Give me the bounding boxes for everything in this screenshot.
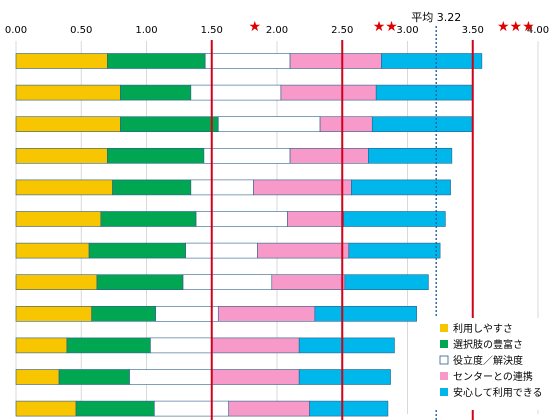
bar-segment — [91, 305, 156, 322]
x-tick-label: 4.00 — [527, 25, 549, 36]
bar-segment — [343, 211, 446, 227]
x-tick-label: 0.00 — [5, 25, 27, 36]
bar-segment — [15, 400, 77, 417]
bar-segment — [375, 84, 474, 101]
x-tick-label: 3.50 — [462, 25, 484, 36]
bar-segment — [129, 369, 213, 385]
bar-segment — [217, 116, 321, 132]
bar-segment — [253, 179, 352, 196]
bar-segment — [319, 116, 373, 132]
bar-segment — [154, 400, 230, 417]
legend-label: センターとの連携 — [453, 370, 533, 383]
bar-segment — [381, 53, 483, 69]
x-tick-label: 1.50 — [201, 25, 223, 36]
bar-segment — [96, 274, 184, 291]
bar-segment — [15, 53, 108, 69]
bar-segment — [217, 305, 316, 322]
bar-segment — [120, 84, 192, 101]
bar-segment — [150, 337, 213, 354]
bar-segment — [155, 305, 219, 322]
bar-segment — [257, 242, 350, 259]
legend-label: 安心して利用できる — [453, 386, 543, 399]
bar-segment — [289, 53, 382, 69]
bar-segment — [271, 274, 346, 291]
star-rating-marker: ★ — [249, 19, 262, 35]
bar-segment — [298, 337, 395, 354]
bar-segment — [88, 242, 186, 259]
x-tick-label: 0.50 — [70, 25, 92, 36]
bar-segment — [344, 274, 429, 291]
bar-segment — [204, 53, 291, 69]
bar-segment — [190, 84, 282, 101]
bar-segment — [15, 337, 68, 354]
x-tick-label: 1.00 — [135, 25, 157, 36]
bar-segment — [107, 148, 205, 164]
bar-segment — [75, 400, 155, 417]
bar-segment — [190, 179, 254, 196]
bar-segment — [195, 211, 288, 227]
bar-segment — [287, 211, 344, 227]
bar-segment — [15, 148, 108, 164]
legend — [432, 318, 546, 410]
bar-segment — [58, 369, 130, 385]
bar-segment — [15, 274, 98, 291]
bar-segment — [368, 148, 453, 164]
bar-segment — [100, 211, 197, 227]
bar-segment — [107, 53, 206, 69]
bar-segment — [371, 116, 474, 132]
star-rating-marker: ★★★ — [497, 19, 535, 35]
bar-segment — [120, 116, 219, 132]
bar-segment — [351, 179, 451, 196]
legend-label: 役立度／解決度 — [453, 354, 523, 367]
bar-segment — [211, 369, 300, 385]
star-rating-marker: ★★ — [373, 19, 398, 35]
bar-segment — [309, 400, 389, 417]
bar-segment — [182, 274, 273, 291]
legend-swatch — [440, 372, 448, 380]
bar-segment — [348, 242, 441, 259]
bar-segment — [203, 148, 291, 164]
bar-segment — [15, 305, 92, 322]
average-label: 平均 3.22 — [411, 11, 461, 24]
bar-segment — [211, 337, 300, 354]
bar-segment — [289, 148, 369, 164]
bar-segment — [112, 179, 192, 196]
x-tick-label: 2.50 — [331, 25, 353, 36]
bar-segment — [298, 369, 391, 385]
legend-swatch — [440, 340, 448, 348]
legend-swatch — [439, 355, 449, 365]
legend-label: 利用しやすさ — [453, 323, 513, 335]
legend-label: 選択肢の豊富さ — [453, 338, 523, 351]
bar-segment — [15, 211, 102, 227]
bar-segment — [66, 337, 151, 354]
bar-segment — [15, 116, 121, 132]
bar-segment — [15, 84, 121, 101]
bar-segment — [314, 305, 417, 322]
bar-segment — [15, 179, 113, 196]
legend-swatch — [440, 324, 448, 332]
legend-swatch — [440, 388, 448, 396]
bar-segment — [280, 84, 377, 101]
bar-segment — [185, 242, 258, 259]
bar-segment — [228, 400, 310, 417]
x-tick-label: 3.00 — [396, 25, 418, 36]
bar-segment — [15, 242, 90, 259]
x-tick-label: 2.00 — [266, 25, 288, 36]
bar-segment — [15, 369, 60, 385]
